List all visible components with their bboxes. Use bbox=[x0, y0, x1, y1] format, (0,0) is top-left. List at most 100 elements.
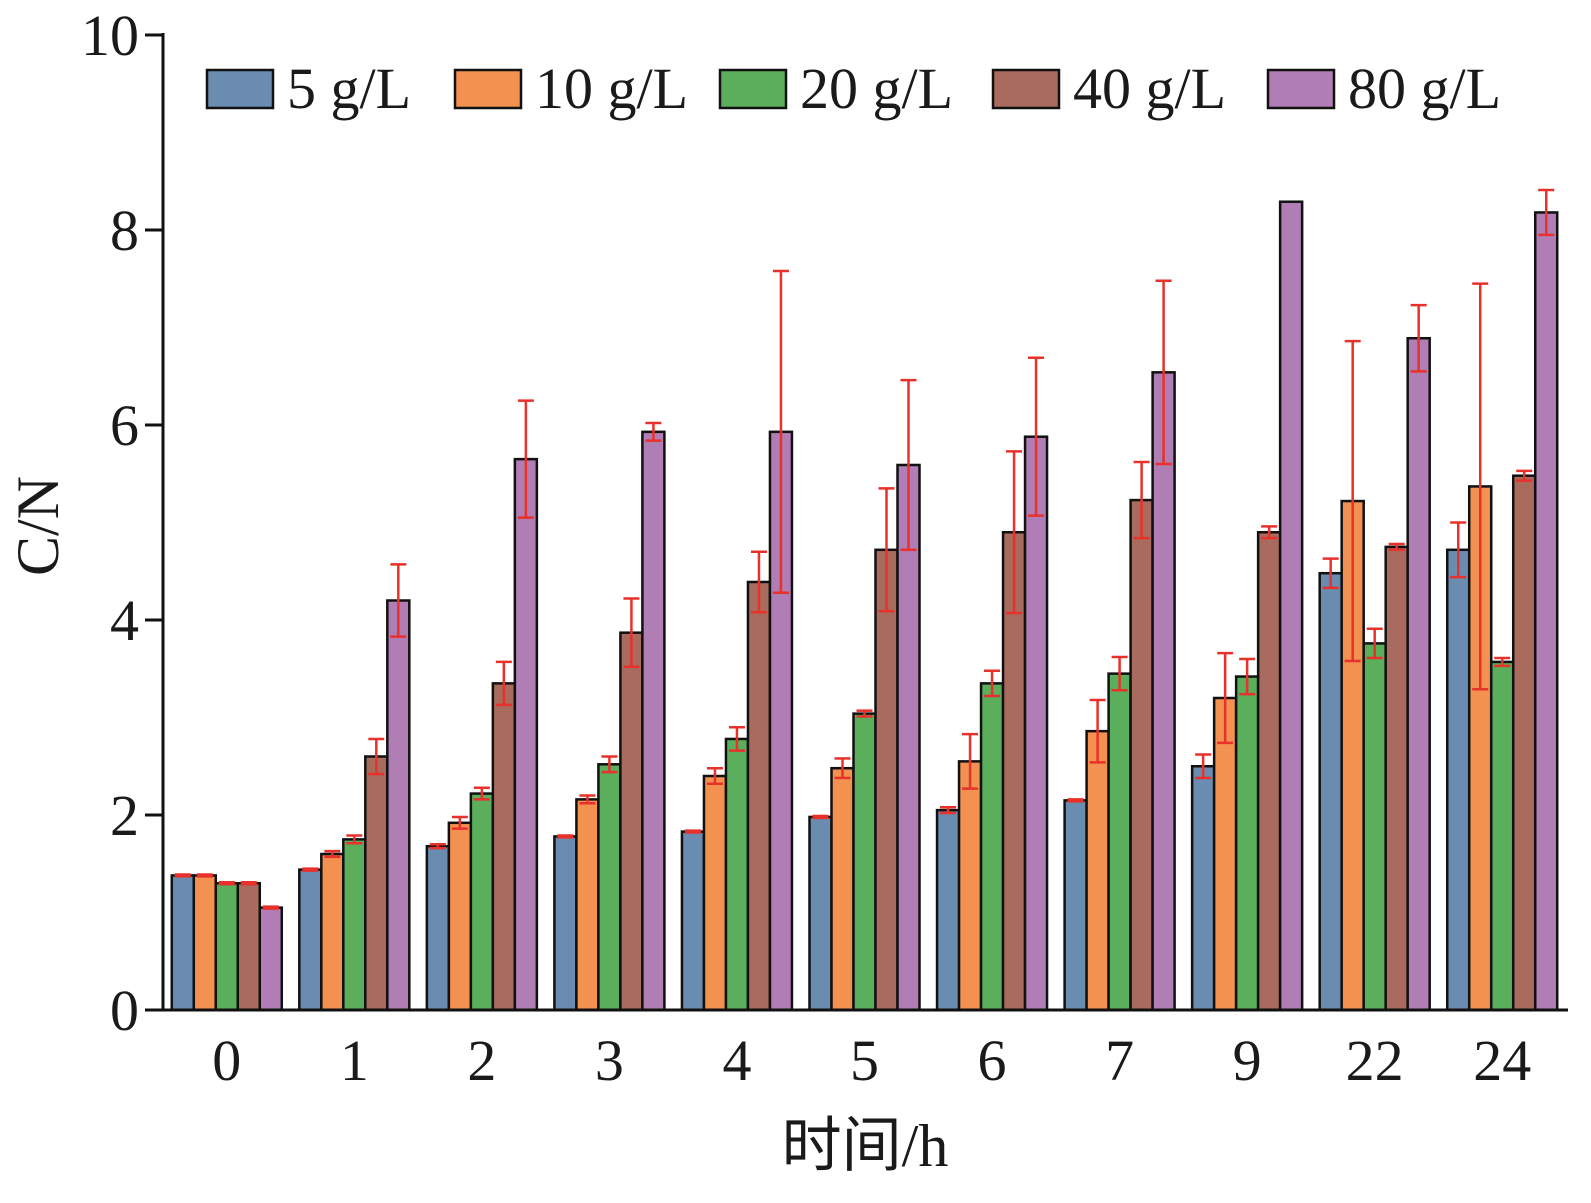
error-bar-5gL-t7 bbox=[1067, 798, 1084, 803]
error-bar-5gL-t0 bbox=[174, 873, 191, 878]
error-bar-80gL-t0 bbox=[262, 905, 279, 910]
error-bar-40gL-t22 bbox=[1388, 542, 1405, 552]
error-bar-20gL-t24 bbox=[1494, 656, 1511, 668]
bar-80gL-t6 bbox=[1023, 435, 1049, 1012]
x-tick-label-5: 5 bbox=[850, 1028, 879, 1093]
error-bar-5gL-t6 bbox=[940, 805, 957, 815]
x-tick-label-2: 2 bbox=[467, 1028, 496, 1093]
error-bar-40gL-t6 bbox=[1006, 450, 1023, 615]
error-bar-80gL-t7 bbox=[1155, 279, 1172, 466]
legend-swatch bbox=[991, 68, 1061, 110]
bar-5gL-t22 bbox=[1318, 571, 1343, 1012]
error-bar-80gL-t5 bbox=[900, 378, 917, 552]
bar-20gL-t22 bbox=[1362, 642, 1387, 1012]
bar-5gL-t4 bbox=[680, 830, 706, 1012]
error-bar-20gL-t1 bbox=[346, 834, 363, 845]
error-bar-80gL-t24 bbox=[1538, 188, 1555, 237]
bar-5gL-t5 bbox=[808, 815, 833, 1012]
bar-40gL-t9 bbox=[1256, 531, 1282, 1012]
error-bar-80gL-t4 bbox=[772, 269, 789, 594]
error-bar-5gL-t9 bbox=[1195, 753, 1212, 780]
x-tick-label-6: 6 bbox=[978, 1028, 1007, 1093]
error-bar-10gL-t0 bbox=[196, 873, 213, 878]
error-bar-80gL-t2 bbox=[517, 399, 534, 519]
bar-40gL-t4 bbox=[746, 580, 772, 1012]
legend: 5 g/L 10 g/L 20 g/L 40 g/L 80 g/L bbox=[205, 56, 1501, 121]
x-tick-label-0: 0 bbox=[212, 1028, 241, 1093]
x-tick-label-4: 4 bbox=[722, 1028, 751, 1093]
bar-40gL-t5 bbox=[874, 548, 899, 1012]
bar-40gL-t3 bbox=[619, 631, 644, 1012]
error-bar-20gL-t22 bbox=[1366, 627, 1383, 660]
x-tick-label-1: 1 bbox=[340, 1028, 369, 1093]
bar-20gL-t3 bbox=[597, 763, 622, 1012]
legend-swatch bbox=[1266, 68, 1336, 110]
bar-10gL-t0 bbox=[192, 874, 218, 1012]
legend-swatch bbox=[453, 68, 523, 110]
bar-10gL-t9 bbox=[1212, 696, 1238, 1012]
bar-5gL-t9 bbox=[1190, 765, 1216, 1012]
y-tick-label-4: 4 bbox=[110, 588, 139, 653]
y-axis-title: C/N bbox=[5, 476, 71, 576]
bar-10gL-t1 bbox=[320, 852, 345, 1012]
legend-label: 10 g/L bbox=[535, 56, 688, 121]
error-bar-10gL-t9 bbox=[1217, 651, 1234, 745]
bars-layer bbox=[170, 200, 1559, 1012]
legend-label: 80 g/L bbox=[1348, 56, 1501, 121]
error-bar-40gL-t7 bbox=[1133, 460, 1150, 540]
error-bar-80gL-t3 bbox=[645, 421, 662, 442]
legend-label: 20 g/L bbox=[800, 56, 953, 121]
error-bar-20gL-t7 bbox=[1111, 655, 1128, 692]
bar-5gL-t2 bbox=[425, 844, 451, 1012]
bar-5gL-t0 bbox=[170, 874, 196, 1012]
bar-20gL-t0 bbox=[214, 882, 240, 1012]
y-tick-label-10: 10 bbox=[81, 3, 139, 68]
error-bar-20gL-t9 bbox=[1239, 657, 1256, 696]
error-bar-40gL-t0 bbox=[240, 881, 257, 886]
error-bar-10gL-t1 bbox=[324, 849, 341, 859]
legend-item-5gL: 5 g/L bbox=[205, 56, 411, 121]
legend-swatch bbox=[205, 68, 275, 110]
bar-80gL-t22 bbox=[1406, 336, 1431, 1012]
bar-5gL-t24 bbox=[1445, 548, 1471, 1012]
bar-40gL-t22 bbox=[1384, 545, 1409, 1012]
error-bar-10gL-t3 bbox=[579, 794, 596, 805]
y-tick-label-6: 6 bbox=[110, 393, 139, 458]
error-bar-10gL-t7 bbox=[1089, 698, 1106, 764]
bar-10gL-t4 bbox=[702, 774, 728, 1012]
error-bar-20gL-t5 bbox=[856, 709, 873, 718]
bar-40gL-t1 bbox=[364, 755, 389, 1012]
error-bar-10gL-t5 bbox=[834, 757, 851, 780]
x-tick-label-7: 7 bbox=[1105, 1028, 1134, 1093]
error-bar-5gL-t4 bbox=[684, 829, 701, 834]
bar-10gL-t2 bbox=[447, 821, 473, 1012]
error-bar-20gL-t2 bbox=[473, 786, 490, 801]
bar-40gL-t24 bbox=[1511, 474, 1537, 1012]
error-bar-5gL-t2 bbox=[429, 843, 446, 850]
legend-item-40gL: 40 g/L bbox=[991, 56, 1226, 121]
bar-5gL-t7 bbox=[1063, 799, 1088, 1012]
error-bar-20gL-t3 bbox=[601, 755, 618, 774]
bar-5gL-t6 bbox=[935, 808, 961, 1012]
error-bar-80gL-t22 bbox=[1410, 303, 1427, 373]
bar-10gL-t3 bbox=[575, 798, 600, 1012]
error-bar-10gL-t24 bbox=[1472, 282, 1489, 691]
error-bar-80gL-t6 bbox=[1028, 356, 1045, 517]
error-bar-40gL-t3 bbox=[623, 597, 640, 669]
legend-item-10gL: 10 g/L bbox=[453, 56, 688, 121]
error-bar-5gL-t3 bbox=[557, 834, 574, 839]
y-tick-label-8: 8 bbox=[110, 198, 139, 263]
x-tick-label-22: 22 bbox=[1346, 1028, 1404, 1093]
error-bar-40gL-t4 bbox=[750, 550, 767, 614]
bar-80gL-t0 bbox=[258, 906, 284, 1012]
legend-swatch bbox=[718, 68, 788, 110]
bar-80gL-t3 bbox=[641, 430, 666, 1012]
bar-20gL-t5 bbox=[852, 712, 877, 1012]
error-bar-5gL-t1 bbox=[302, 867, 319, 872]
bar-20gL-t9 bbox=[1234, 675, 1260, 1012]
bar-20gL-t2 bbox=[469, 792, 495, 1012]
error-bar-40gL-t5 bbox=[878, 487, 895, 613]
error-bar-40gL-t24 bbox=[1516, 469, 1533, 482]
error-bar-10gL-t6 bbox=[962, 732, 979, 790]
